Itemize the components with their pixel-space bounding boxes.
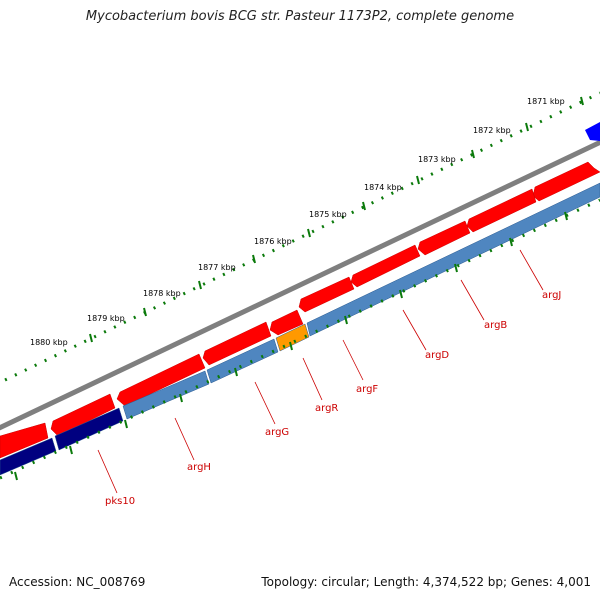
gene-label-argR[interactable]: argR	[315, 403, 338, 414]
kbp-label: 1871 kbp	[527, 97, 565, 106]
major-tick	[454, 263, 458, 273]
outer-major-ticks	[89, 96, 584, 343]
forward-gene-arrow[interactable]	[298, 276, 355, 313]
gene-label-argG[interactable]: argG	[265, 427, 289, 438]
forward-gene-arrow[interactable]	[0, 422, 49, 459]
leader-argR	[302, 357, 323, 401]
leader-argB	[460, 279, 485, 321]
gene-label-argH[interactable]: argH	[187, 462, 211, 473]
genome-stats-text: Topology: circular; Length: 4,374,522 bp…	[261, 575, 591, 589]
major-tick	[525, 122, 529, 132]
major-tick	[143, 307, 147, 317]
forward-gene-arrow[interactable]	[417, 220, 471, 256]
forward-gene-arrow[interactable]	[116, 353, 206, 407]
kbp-label: 1875 kbp	[309, 210, 347, 219]
forward-strand-genes	[0, 161, 600, 459]
reverse-gene-bar-pks10[interactable]	[0, 437, 57, 476]
major-tick	[307, 228, 311, 238]
reverse-strand-genes	[0, 182, 600, 476]
forward-gene-arrow[interactable]	[202, 321, 272, 366]
major-tick	[471, 149, 475, 159]
gene-label-argF[interactable]: argF	[356, 384, 378, 395]
major-tick	[14, 471, 18, 481]
kbp-label: 1873 kbp	[418, 155, 456, 164]
gene-label-argD[interactable]: argD	[425, 350, 449, 361]
major-tick	[124, 419, 128, 429]
major-tick	[252, 254, 256, 264]
major-tick	[580, 96, 584, 106]
genome-backbone	[0, 139, 600, 431]
kbp-label: 1872 kbp	[473, 126, 511, 135]
major-tick	[399, 289, 403, 299]
gene-label-argJ[interactable]: argJ	[542, 290, 561, 301]
leader-argH	[174, 417, 195, 461]
gene-labels: argJ argB argD argF argR argG argH pks10	[105, 290, 561, 507]
kbp-label: 1878 kbp	[143, 289, 181, 298]
gene-label-argB[interactable]: argB	[484, 320, 507, 331]
outer-tick-track	[4, 91, 600, 382]
major-tick	[362, 201, 366, 211]
major-tick	[89, 333, 93, 343]
leader-pks10	[97, 449, 118, 494]
major-tick	[179, 393, 183, 403]
major-tick	[234, 367, 238, 377]
major-tick	[564, 211, 568, 221]
leader-argJ	[519, 249, 544, 291]
leader-argG	[254, 381, 276, 425]
kbp-label: 1876 kbp	[254, 237, 292, 246]
major-tick	[416, 175, 420, 185]
kbp-label: 1880 kbp	[30, 338, 68, 347]
gene-label-pks10[interactable]: pks10	[105, 496, 135, 507]
reverse-gene-bar[interactable]	[306, 182, 600, 337]
leader-argD	[402, 309, 427, 351]
reverse-gene-bar[interactable]	[122, 370, 210, 420]
map-title: Mycobacterium bovis BCG str. Pasteur 117…	[85, 9, 515, 24]
forward-gene-arrow[interactable]	[350, 244, 421, 288]
major-tick	[344, 315, 348, 325]
gene-label-leaders	[97, 249, 544, 494]
kbp-label: 1877 kbp	[198, 263, 236, 272]
kbp-labels: 1871 kbp 1872 kbp 1873 kbp 1874 kbp 1875…	[30, 97, 565, 347]
major-tick	[509, 237, 513, 247]
leader-argF	[342, 339, 364, 381]
inner-major-ticks	[14, 211, 568, 481]
forward-gene-arrow[interactable]	[466, 188, 537, 233]
major-tick	[198, 280, 202, 290]
kbp-label: 1874 kbp	[364, 183, 402, 192]
major-tick	[69, 445, 73, 455]
forward-gene-arrow[interactable]	[269, 309, 304, 336]
reverse-gene-bar-argR[interactable]	[275, 323, 310, 352]
major-tick	[289, 341, 293, 351]
top-gene-arrow[interactable]	[585, 122, 600, 141]
kbp-label: 1879 kbp	[87, 314, 125, 323]
accession-text: Accession: NC_008769	[9, 575, 146, 589]
reverse-gene-bar[interactable]	[206, 338, 279, 384]
reverse-gene-bar-pks10[interactable]	[54, 407, 124, 451]
